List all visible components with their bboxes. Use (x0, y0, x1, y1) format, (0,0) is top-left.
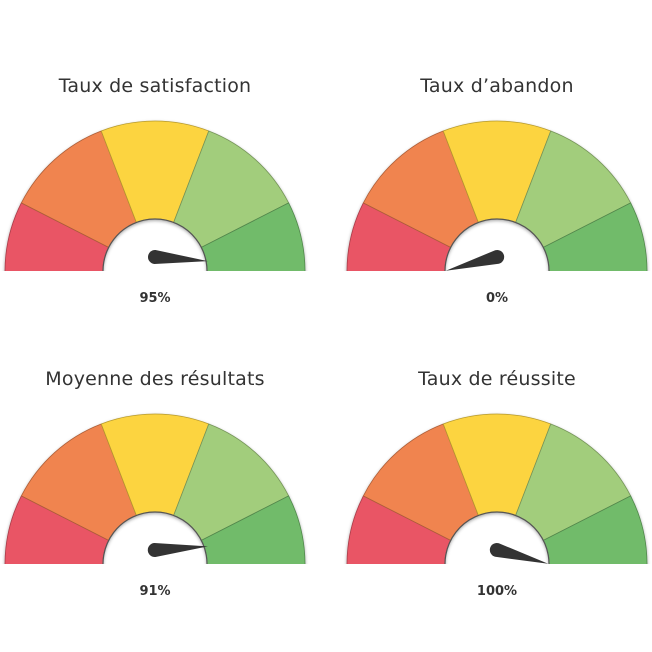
gauge-value-label: 95% (139, 291, 171, 306)
gauge-inner-rim (444, 218, 550, 271)
gauge-dial (4, 120, 306, 271)
gauge-inner-rim (102, 511, 208, 564)
gauge-title: Taux de réussite (418, 368, 576, 390)
gauge-title: Moyenne des résultats (45, 368, 265, 390)
gauge-needle (489, 542, 549, 564)
gauge-title: Taux d’abandon (420, 75, 574, 97)
gauge-dial (346, 120, 648, 271)
gauge-card: Taux de réussite 100% (342, 368, 652, 599)
gauge-dial (4, 413, 306, 564)
gauge-dial (346, 413, 648, 564)
gauge-title: Taux de satisfaction (58, 75, 252, 97)
gauge-inner-rim (102, 218, 208, 271)
gauge-value-label: 0% (485, 291, 509, 306)
gauge-card: Taux de satisfaction 95% (0, 75, 310, 306)
gauge-inner-rim (444, 511, 550, 564)
gauge-card: Taux d’abandon 0% (342, 75, 652, 306)
gauge-needle (445, 249, 505, 271)
gauge-card: Moyenne des résultats 91% (0, 368, 310, 599)
gauge-needle (147, 249, 208, 264)
gauge-value-label: 100% (476, 584, 518, 599)
gauge-needle (147, 543, 208, 558)
gauge-value-label: 91% (139, 584, 171, 599)
